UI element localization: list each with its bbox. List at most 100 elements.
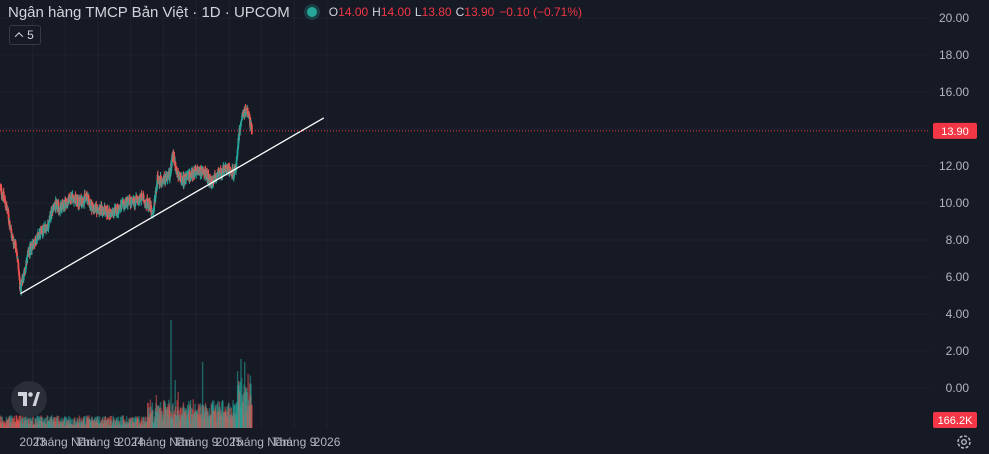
candle-body xyxy=(85,193,88,197)
candle-body xyxy=(117,207,120,213)
candle-body xyxy=(40,227,43,234)
change-value: −0.10 (−0.71%) xyxy=(499,5,583,19)
candle-body xyxy=(156,180,159,189)
volume-bar xyxy=(104,417,107,428)
candle-body xyxy=(150,205,153,214)
volume-bar xyxy=(29,416,31,428)
candle-body xyxy=(237,138,240,148)
candle-body xyxy=(113,208,116,213)
volume-bar xyxy=(192,399,194,428)
volume-bar xyxy=(108,418,111,428)
volume-bar xyxy=(174,380,176,428)
candle-body xyxy=(240,121,243,122)
volume-bar xyxy=(78,418,81,428)
volume-bar xyxy=(113,417,115,428)
candle-body xyxy=(39,230,42,238)
volume-bar xyxy=(77,418,79,428)
tradingview-logo-icon[interactable] xyxy=(11,381,47,417)
volume-bar xyxy=(188,410,190,428)
y-tick-label: 8.00 xyxy=(946,233,970,247)
volume-bar xyxy=(54,420,56,428)
last-price-tag: 13.90 xyxy=(933,122,977,139)
volume-bar xyxy=(141,417,143,428)
candle-body xyxy=(17,262,20,270)
volume-bar xyxy=(18,415,20,428)
volume-bar xyxy=(233,406,235,428)
candle-body xyxy=(13,241,16,243)
volume-bar xyxy=(31,417,34,428)
volume-bar xyxy=(199,403,202,428)
candle-body xyxy=(130,199,133,204)
candle-body xyxy=(63,201,66,208)
candle-body xyxy=(50,209,53,216)
candle-body xyxy=(196,166,199,174)
y-tick-label: 6.00 xyxy=(946,270,970,284)
candle-body xyxy=(20,284,22,293)
volume-bar xyxy=(27,418,30,428)
symbol-title[interactable]: Ngân hàng TMCP Bản Việt · 1D · UPCOM xyxy=(8,3,290,21)
volume-bar xyxy=(197,403,200,428)
volume-bar xyxy=(125,416,128,428)
x-tick-label: Tháng Năm xyxy=(230,435,293,449)
volume-bar xyxy=(98,416,101,428)
volume-bar xyxy=(236,402,238,428)
candle-body xyxy=(65,202,68,208)
candle-body xyxy=(173,155,176,163)
candlesticks xyxy=(0,103,253,296)
volume-bar xyxy=(203,404,205,428)
gear-icon[interactable] xyxy=(955,433,973,451)
candle-body xyxy=(174,162,177,172)
volume-bar xyxy=(122,420,125,428)
high-value: 14.00 xyxy=(380,5,411,19)
y-tick-label: 2.00 xyxy=(946,344,970,358)
volume-bar xyxy=(240,359,242,428)
volume-bar xyxy=(4,421,6,428)
candle-body xyxy=(221,174,224,177)
x-tick-label: 2026 xyxy=(314,435,341,449)
candle-body xyxy=(188,171,191,179)
candle-body xyxy=(72,194,74,197)
last-volume-label: 166.2K xyxy=(938,415,974,427)
volume-bar xyxy=(243,384,245,428)
candle-body xyxy=(49,212,52,221)
candle-body xyxy=(179,173,182,177)
candle-body xyxy=(240,119,243,122)
candle-body xyxy=(96,207,99,210)
volume-bar xyxy=(64,416,66,428)
x-tick-label: Tháng Năm xyxy=(34,435,97,449)
y-tick-label: 16.00 xyxy=(939,85,969,99)
volume-bar xyxy=(246,392,249,428)
volume-bar xyxy=(213,410,215,428)
x-tick-label: 2025 xyxy=(216,435,243,449)
volume-bar xyxy=(44,417,46,428)
volume-bar xyxy=(172,402,174,428)
candle-body xyxy=(156,174,159,182)
volume-bar xyxy=(11,415,13,428)
candle-body xyxy=(32,241,35,249)
volume-bar xyxy=(128,417,131,428)
y-tick-label: 20.00 xyxy=(939,11,969,25)
candle-body xyxy=(250,124,253,134)
volume-bar xyxy=(57,415,60,428)
candle-body xyxy=(120,204,123,210)
candle-body xyxy=(142,194,145,202)
candle-body xyxy=(241,118,243,120)
volume-bar xyxy=(222,401,224,428)
indicators-collapse-button[interactable]: 5 xyxy=(9,25,41,45)
volume-bar xyxy=(1,416,3,428)
volume-bar xyxy=(107,419,110,428)
candle-body xyxy=(94,204,97,212)
x-tick-label: Tháng 9 xyxy=(76,435,120,449)
candle-body xyxy=(89,204,92,208)
volume-bar xyxy=(83,416,86,428)
candle-body xyxy=(153,204,156,212)
volume-bar xyxy=(120,416,123,428)
market-status-icon xyxy=(306,7,317,17)
volume-bar xyxy=(70,419,72,428)
candle-body xyxy=(23,271,25,277)
volume-bar xyxy=(172,413,175,428)
candle-body xyxy=(124,204,127,208)
volume-bar xyxy=(136,417,139,428)
